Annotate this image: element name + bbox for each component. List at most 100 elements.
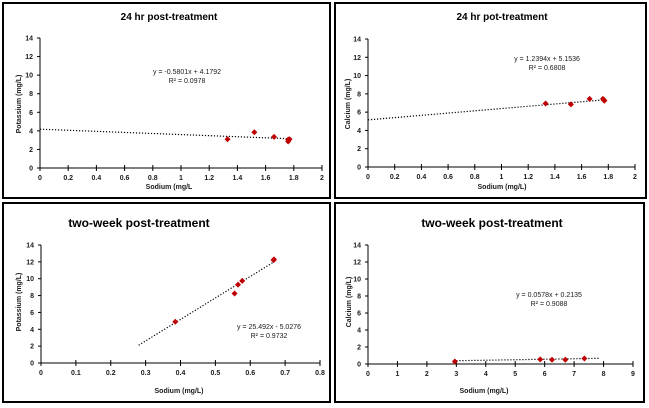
- r-squared-label: R² = 0.9088: [531, 301, 568, 308]
- chart-svg: 24 hr post-treatment Sodium (mg/L Potass…: [16, 12, 324, 191]
- data-point: [586, 95, 593, 102]
- x-tick-label: 0.7: [280, 370, 290, 377]
- trendline: [138, 260, 275, 346]
- chart-title: 24 hr pot-treatment: [456, 12, 548, 23]
- x-tick-label: 0.4: [92, 175, 102, 182]
- r-squared-label: R² = 0.6808: [529, 65, 566, 72]
- x-axis-label: Sodium (mg/L): [478, 184, 527, 191]
- x-tick-label: 1.2: [204, 175, 214, 182]
- x-tick-label: 9: [631, 371, 635, 378]
- y-tick-label: 14: [353, 243, 361, 250]
- y-tick-label: 0: [357, 165, 361, 172]
- data-point: [601, 97, 608, 104]
- x-tick-label: 1.4: [550, 174, 560, 181]
- chart-panel-2wk-potassium: two-week post-treatment Sodium (mg/L) Po…: [2, 202, 331, 403]
- x-axis-label: Sodium (mg/L): [460, 388, 509, 395]
- trendline-equation: y = 1.2394x + 5.1536: [514, 56, 580, 63]
- y-tick-label: 12: [353, 55, 361, 62]
- trendline-equation: y = 0.0578x + 0.2135: [516, 292, 582, 299]
- data-point: [451, 358, 458, 365]
- data-point: [251, 129, 258, 136]
- x-tick-label: 0.3: [141, 370, 151, 377]
- x-tick-label: 2: [425, 371, 429, 378]
- y-tick-label: 2: [30, 344, 34, 351]
- data-point: [239, 277, 246, 284]
- chart-panel-24hr-calcium: 24 hr pot-treatment Sodium (mg/L) Calciu…: [334, 2, 647, 199]
- chart-svg: two-week post-treatment Sodium (mg/L) Ca…: [346, 216, 635, 395]
- x-tick-label: 7: [572, 371, 576, 378]
- x-axis-label: Sodium (mg/L): [155, 388, 204, 395]
- y-tick-label: 10: [353, 277, 361, 284]
- y-axis-label: Potassium (mg/L): [16, 273, 23, 332]
- data-point: [567, 101, 574, 108]
- y-tick-label: 4: [29, 128, 33, 135]
- x-tick-label: 0: [366, 174, 370, 181]
- data-point: [224, 136, 231, 143]
- y-tick-label: 4: [30, 327, 34, 334]
- x-tick-label: 6: [543, 371, 547, 378]
- chart-title: two-week post-treatment: [421, 216, 562, 230]
- x-axis-label: Sodium (mg/L: [146, 184, 193, 191]
- y-tick-label: 4: [357, 128, 361, 135]
- x-tick-label: 3: [454, 371, 458, 378]
- data-point: [286, 136, 293, 143]
- x-tick-label: 0.2: [63, 175, 73, 182]
- y-tick-label: 6: [357, 110, 361, 117]
- x-tick-label: 0.4: [176, 370, 186, 377]
- x-tick-label: 0.6: [245, 370, 255, 377]
- x-tick-label: 8: [602, 371, 606, 378]
- x-tick-label: 0.6: [443, 174, 453, 181]
- x-tick-label: 1: [179, 175, 183, 182]
- y-tick-label: 6: [30, 310, 34, 317]
- data-point: [542, 100, 549, 107]
- x-tick-label: 1.8: [289, 175, 299, 182]
- x-tick-label: 0.2: [390, 174, 400, 181]
- x-tick-label: 0: [39, 370, 43, 377]
- x-tick-label: 0.5: [211, 370, 221, 377]
- y-axis-label: Calcium (mg/L): [345, 79, 352, 130]
- r-squared-label: R² = 0.9732: [251, 333, 288, 340]
- x-tick-label: 0.2: [106, 370, 116, 377]
- data-point: [235, 281, 242, 288]
- chart-title: two-week post-treatment: [68, 216, 209, 230]
- y-tick-label: 8: [357, 294, 361, 301]
- y-tick-label: 8: [29, 91, 33, 98]
- x-tick-label: 0.8: [470, 174, 480, 181]
- x-tick-label: 4: [484, 371, 488, 378]
- data-point: [581, 355, 588, 362]
- y-tick-label: 12: [26, 259, 34, 266]
- trendline-equation: y = 25.492x - 5.0276: [237, 324, 301, 331]
- x-tick-label: 1: [395, 371, 399, 378]
- y-tick-label: 12: [25, 54, 33, 61]
- trendline-equation: y = -0.5801x + 4.1792: [153, 69, 221, 76]
- y-tick-label: 10: [25, 73, 33, 80]
- y-tick-label: 6: [357, 311, 361, 318]
- x-tick-label: 1: [500, 174, 504, 181]
- chart-svg: two-week post-treatment Sodium (mg/L) Po…: [16, 216, 325, 395]
- x-tick-label: 0: [38, 175, 42, 182]
- x-tick-label: 1.6: [577, 174, 587, 181]
- y-tick-label: 10: [353, 73, 361, 80]
- y-tick-label: 14: [26, 243, 34, 250]
- x-tick-label: 0.8: [315, 370, 325, 377]
- x-tick-label: 2: [320, 175, 324, 182]
- data-point: [549, 356, 556, 363]
- x-tick-label: 1.2: [523, 174, 533, 181]
- data-point: [537, 356, 544, 363]
- y-axis-label: Potassium (mg/L): [16, 75, 23, 134]
- y-tick-label: 0: [30, 361, 34, 368]
- x-tick-label: 1.4: [233, 175, 243, 182]
- data-point: [270, 256, 277, 263]
- data-point: [271, 133, 278, 140]
- y-tick-label: 0: [357, 362, 361, 369]
- trendline: [456, 357, 600, 362]
- chart-title: 24 hr post-treatment: [121, 12, 218, 23]
- x-tick-label: 0.1: [71, 370, 81, 377]
- y-tick-label: 10: [26, 276, 34, 283]
- y-tick-label: 2: [357, 146, 361, 153]
- y-tick-label: 12: [353, 260, 361, 267]
- r-squared-label: R² = 0.0978: [169, 78, 206, 85]
- y-tick-label: 14: [25, 36, 33, 43]
- chart-svg: 24 hr pot-treatment Sodium (mg/L) Calciu…: [345, 12, 637, 191]
- x-tick-label: 2: [633, 174, 637, 181]
